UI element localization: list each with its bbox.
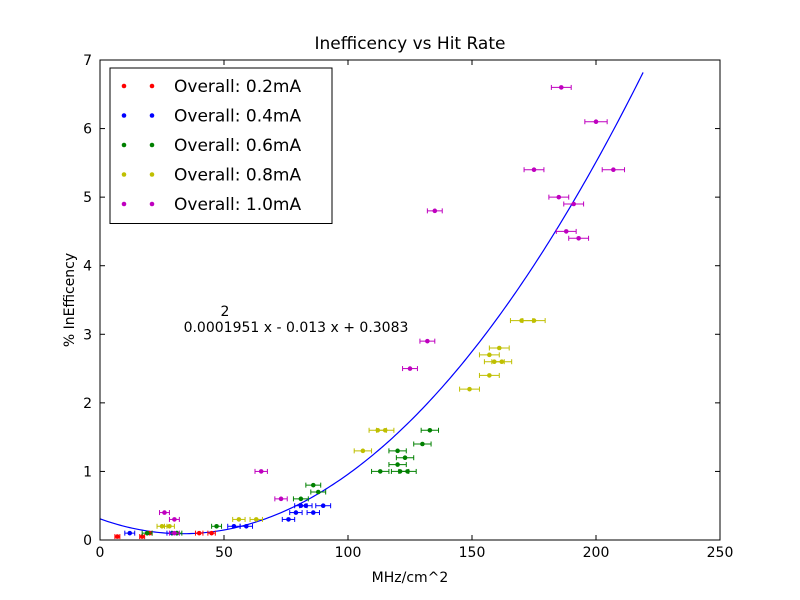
data-point [405, 469, 410, 474]
data-point [139, 534, 145, 539]
data-point [209, 530, 214, 536]
ticks-group: 0 50 100 150 200 250 0 1 2 3 4 5 6 7 [83, 53, 733, 561]
annotation: 2 0.0001951 x - 0.013 x + 0.3083 [184, 304, 409, 336]
data-point [162, 510, 167, 515]
legend-marker [121, 172, 127, 177]
y-tick-label: 3 [83, 327, 92, 343]
chart-title: Inefficency vs Hit Rate [315, 34, 506, 54]
series-4 [159, 84, 626, 536]
x-tick-label: 50 [215, 545, 233, 561]
data-point [395, 448, 400, 454]
plot-frame [99, 59, 721, 541]
data-point [432, 208, 438, 214]
legend-box [109, 67, 333, 224]
y-tick-label: 7 [83, 53, 92, 69]
annotation-exponent: 2 [221, 304, 230, 320]
data-point [214, 523, 219, 529]
series-0 [114, 530, 216, 540]
data-point [115, 534, 120, 539]
data-point [298, 496, 304, 502]
data-point [293, 510, 299, 515]
data-points-group [114, 84, 626, 540]
y-tick-label: 2 [83, 396, 92, 412]
data-point [427, 427, 433, 433]
legend-label: Overall: 0.2mA [174, 77, 301, 97]
annotation-equation: 0.0001951 x - 0.013 x + 0.3083 [184, 320, 409, 336]
legend-marker [121, 113, 127, 118]
y-axis-label: % InEfficency [62, 253, 78, 347]
y-tick-label: 1 [83, 464, 92, 480]
data-point [425, 338, 430, 344]
legend-label: Overall: 1.0mA [174, 195, 301, 215]
x-tick-label: 250 [707, 545, 734, 561]
data-point [499, 359, 505, 365]
data-point [407, 366, 413, 371]
data-point [382, 427, 388, 433]
x-tick-label: 200 [583, 545, 610, 561]
data-point [402, 455, 408, 461]
data-point [303, 503, 309, 509]
legend: Overall: 0.2mA Overall: 0.4mA Overall: 0.6… [109, 67, 333, 224]
legend-marker [149, 113, 155, 118]
data-point [593, 119, 599, 125]
data-point [159, 523, 165, 529]
data-point [558, 85, 564, 90]
data-point [360, 448, 366, 454]
fit-curve [99, 72, 644, 535]
series-3 [156, 318, 546, 529]
y-tick-label: 0 [83, 533, 92, 549]
data-point [420, 441, 425, 447]
data-point [377, 469, 383, 474]
data-point [556, 194, 562, 200]
series-2 [141, 427, 440, 536]
data-point [286, 517, 291, 522]
data-point [258, 469, 264, 474]
legend-marker [149, 201, 155, 207]
legend-marker [149, 83, 155, 89]
data-point [315, 489, 321, 495]
data-point [172, 530, 177, 536]
x-tick-label: 0 [96, 545, 105, 561]
data-point [278, 496, 284, 502]
legend-label: Overall: 0.6mA [174, 136, 301, 156]
legend-label: Overall: 0.4mA [174, 107, 301, 127]
legend-label: Overall: 0.8mA [174, 166, 301, 186]
data-point [467, 386, 472, 392]
data-point [144, 530, 150, 536]
data-point [611, 167, 616, 173]
x-axis-label: MHz/cm^2 [372, 570, 449, 586]
y-tick-label: 6 [83, 122, 92, 138]
y-tick-label: 5 [83, 190, 92, 206]
data-point [576, 235, 581, 241]
data-point [244, 523, 249, 529]
data-point [571, 201, 576, 207]
legend-marker [121, 142, 127, 148]
legend-marker [121, 83, 127, 89]
data-point [310, 510, 316, 515]
data-point [196, 530, 202, 536]
data-point [127, 530, 133, 536]
legend-marker [149, 172, 155, 177]
data-point [531, 318, 537, 323]
y-tick-label: 4 [83, 259, 92, 275]
data-point [167, 523, 172, 529]
data-point [563, 229, 569, 234]
data-point [320, 503, 326, 509]
data-point [310, 482, 316, 488]
data-point [231, 523, 237, 529]
data-point [253, 517, 259, 522]
data-point [395, 462, 400, 467]
data-point [496, 345, 502, 351]
data-point [487, 373, 492, 378]
x-tick-label: 100 [335, 545, 362, 561]
data-point [487, 352, 492, 358]
fit-curve-group [99, 72, 644, 535]
data-point [236, 517, 242, 522]
data-point [172, 517, 177, 522]
legend-marker [121, 201, 127, 207]
data-point [531, 167, 537, 173]
legend-marker [149, 142, 155, 148]
x-tick-label: 150 [459, 545, 486, 561]
